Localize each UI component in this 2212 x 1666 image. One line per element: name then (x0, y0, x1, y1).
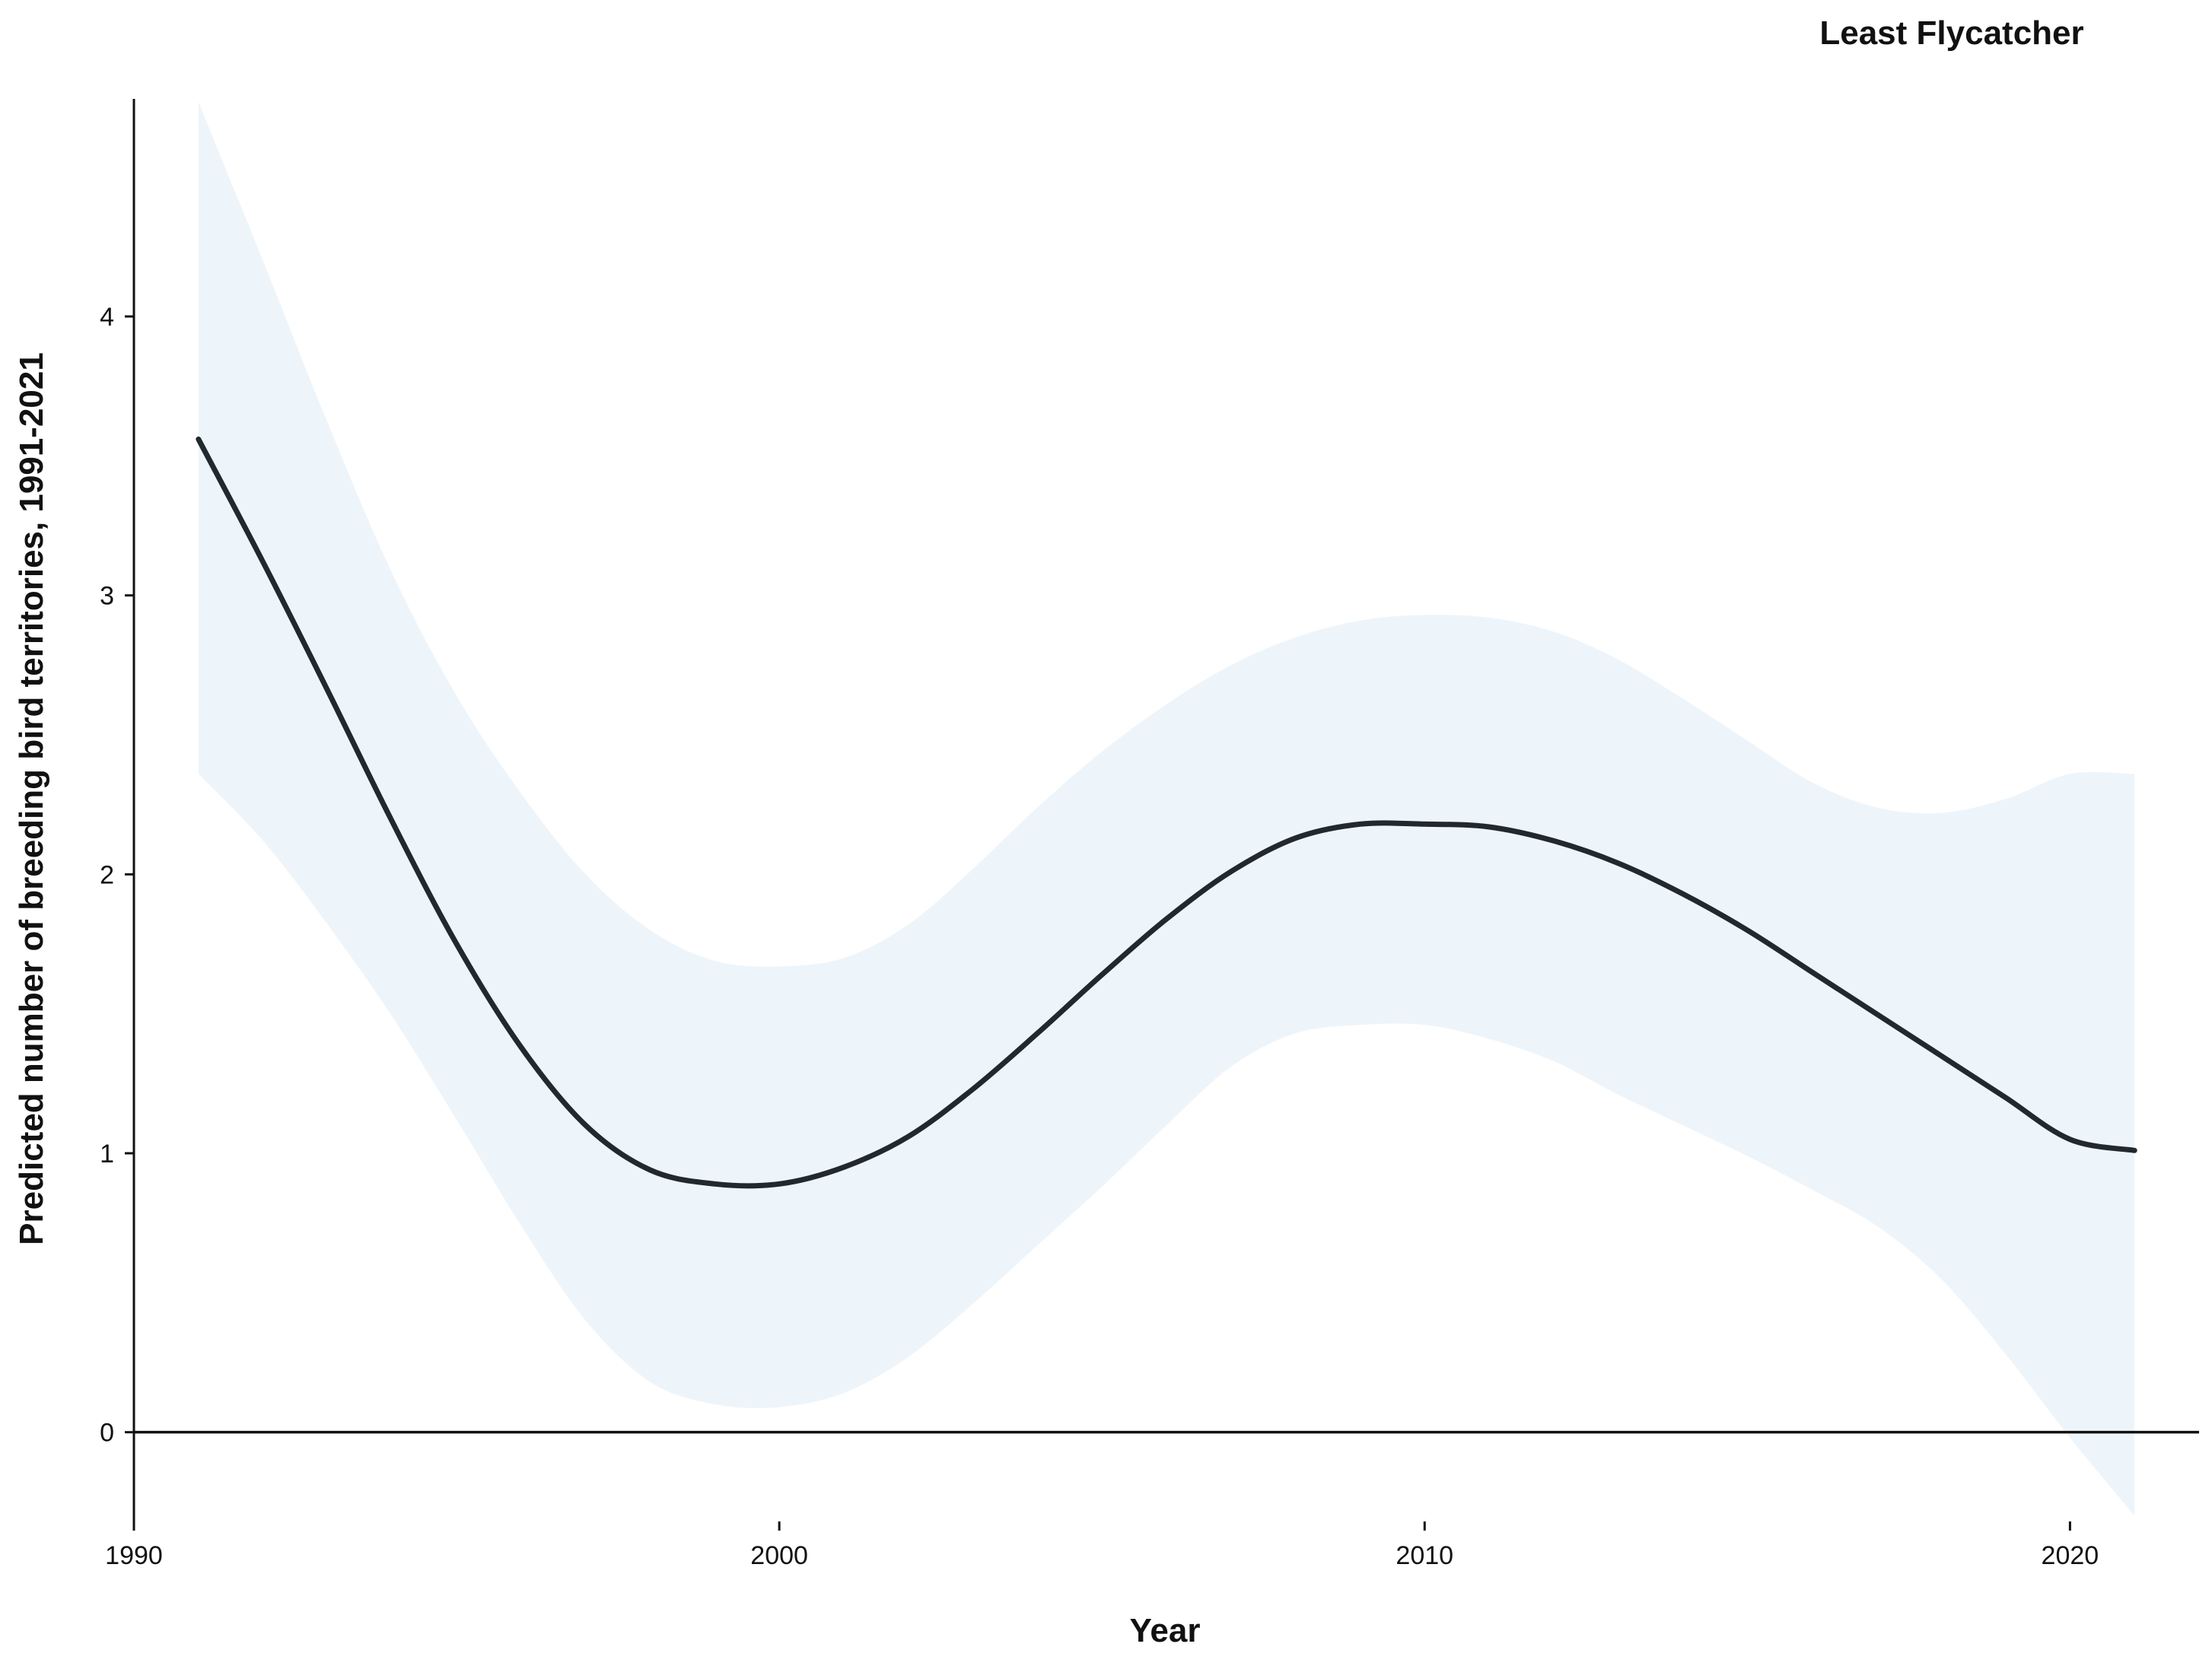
trend-line-layer (196, 436, 2137, 1189)
tick-layer: 0 1 2 3 4 1990 2000 2010 2020 (100, 303, 2099, 1570)
chart-title: Least Flycatcher (1819, 14, 2083, 52)
x-tick-label: 2010 (1396, 1541, 1453, 1570)
x-tick-label: 2020 (2042, 1541, 2099, 1570)
y-tick-label: 2 (100, 860, 114, 889)
x-tick-label: 1990 (105, 1541, 163, 1570)
confidence-band-layer (198, 101, 2135, 1516)
y-tick-label: 0 (100, 1419, 114, 1448)
confidence-band (198, 101, 2135, 1516)
x-tick-label: 2000 (750, 1541, 808, 1570)
y-axis-title: Predicted number of breeding bird territ… (13, 352, 50, 1245)
trend-line (196, 436, 2137, 1189)
y-tick-label: 1 (100, 1140, 114, 1168)
y-tick-label: 4 (100, 303, 114, 332)
y-tick-label: 3 (100, 582, 114, 611)
x-axis-title: Year (1130, 1612, 1201, 1649)
